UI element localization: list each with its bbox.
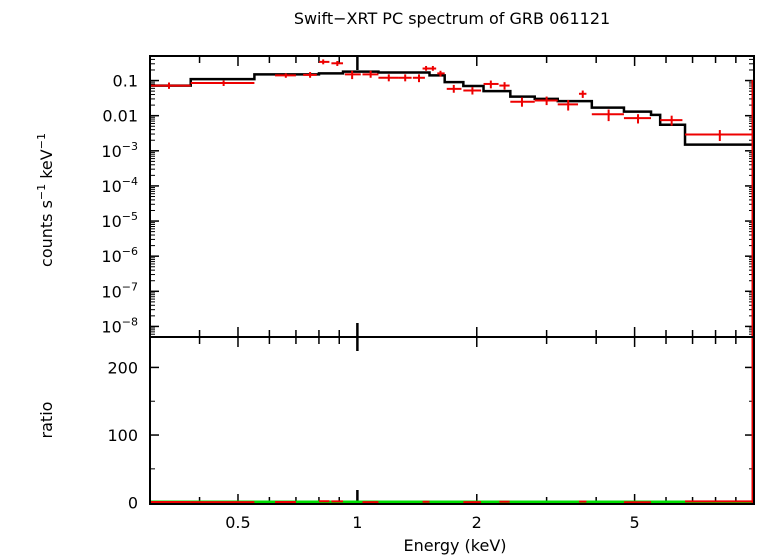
- data-point: [422, 65, 430, 71]
- model-step-line: [150, 70, 754, 146]
- data-point: [190, 80, 255, 86]
- y-tick-label: 10−3: [101, 140, 138, 161]
- y-axis-label-bottom: ratio: [37, 402, 56, 439]
- data-point: [331, 61, 344, 66]
- y-tick-label: 10−8: [101, 315, 138, 336]
- bottom-panel-marks: [150, 337, 755, 504]
- data-point: [398, 74, 412, 82]
- data-point: [685, 130, 754, 142]
- x-tick-label: 1: [352, 513, 362, 532]
- data-point: [412, 74, 425, 83]
- y-tick-label: 0: [128, 494, 138, 513]
- data-point: [463, 87, 482, 95]
- y-tick-label: 10−7: [101, 280, 138, 301]
- x-axis-label: Energy (keV): [403, 536, 506, 555]
- data-point: [446, 84, 462, 93]
- data-point: [429, 65, 437, 71]
- data-point: [275, 73, 296, 78]
- data-point: [150, 82, 191, 89]
- bottom-panel-frame: [149, 336, 755, 505]
- top-panel-ticks: 0.1 0.01 10−3 10−4 10−5 10−6 10−7 10−8: [101, 56, 755, 337]
- data-point: [660, 115, 683, 126]
- chart-title: Swift−XRT PC spectrum of GRB 061121: [294, 9, 610, 28]
- top-panel-marks: [150, 59, 755, 337]
- data-point: [318, 59, 330, 65]
- y-tick-label: 10−6: [101, 245, 138, 266]
- data-point: [499, 82, 510, 90]
- data-point: [483, 80, 499, 89]
- data-point: [557, 99, 579, 111]
- y-tick-label: 200: [107, 358, 138, 377]
- y-tick-label: 0.1: [113, 72, 138, 91]
- data-point: [578, 90, 587, 98]
- data-point: [378, 74, 399, 82]
- x-tick-label: 2: [472, 513, 482, 532]
- x-tick-label: 0.5: [225, 513, 250, 532]
- y-tick-label: 0.01: [102, 107, 138, 126]
- y-tick-label: 100: [107, 426, 138, 445]
- data-point: [437, 70, 445, 77]
- data-point: [623, 114, 652, 124]
- y-tick-label: 10−4: [101, 175, 138, 196]
- data-point: [591, 109, 624, 122]
- top-panel-frame: [149, 55, 755, 338]
- data-point: [534, 96, 558, 106]
- y-axis-label-top: counts s−1 keV−1: [35, 133, 56, 267]
- data-point: [510, 97, 535, 107]
- x-tick-label: 5: [630, 513, 640, 532]
- data-point: [344, 70, 361, 80]
- y-tick-label: 10−5: [101, 210, 138, 231]
- data-point: [362, 70, 379, 78]
- data-point: [303, 72, 317, 78]
